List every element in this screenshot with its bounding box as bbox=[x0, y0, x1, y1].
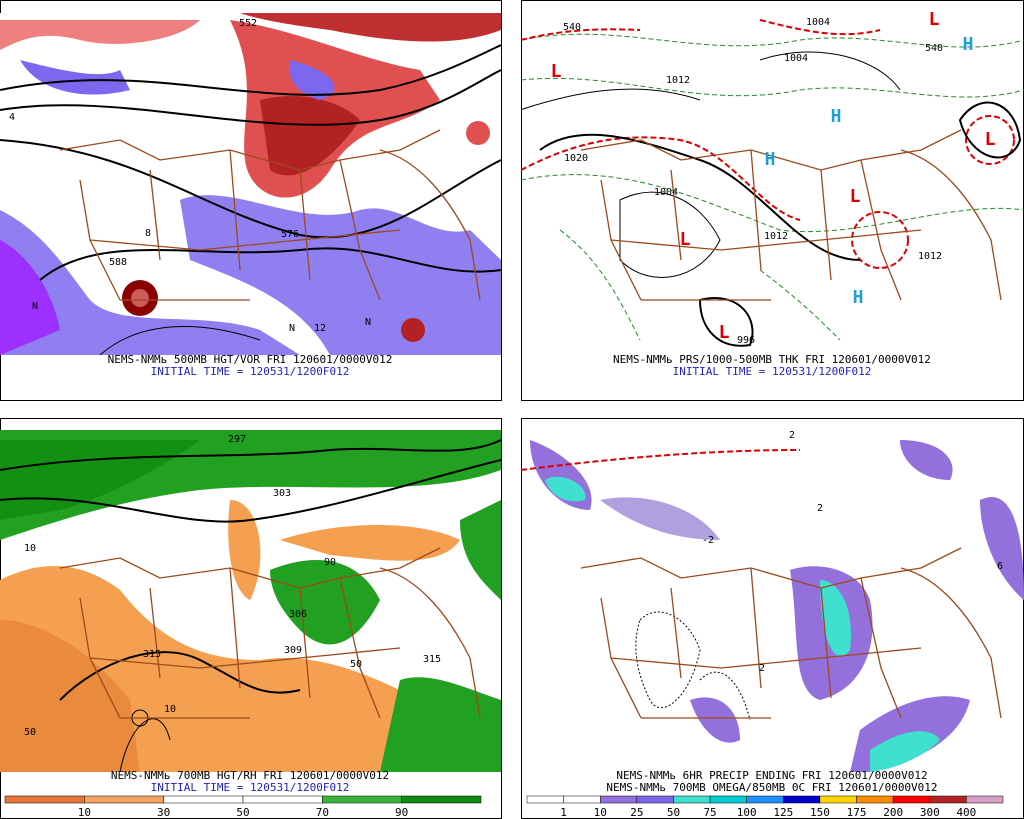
contour-label: 297 bbox=[228, 434, 246, 445]
high-marker: H bbox=[963, 34, 974, 55]
map-precip: 2 2 2 -2 6 NEMS-NMMь 6HR PRECIP ENDING F… bbox=[521, 430, 1024, 819]
high-marker: H bbox=[765, 149, 776, 170]
contour-label: 1004 bbox=[654, 187, 678, 198]
low-marker: L bbox=[680, 229, 691, 250]
map-humidity: 297 303 306 309 315 315 10 10 50 90 50 N… bbox=[0, 430, 501, 819]
color-bar-segment bbox=[4, 795, 85, 804]
map-vorticity: 552 576 588 4 8 12 N N N NEMS-NMMь 500MB… bbox=[0, 13, 501, 378]
color-bar-segment bbox=[673, 795, 711, 804]
color-bar-label: 90 bbox=[395, 806, 408, 819]
caption: NEMS-NMMь 700MB OMEGA/850MB 0C FRI 12060… bbox=[606, 781, 937, 794]
caption: NEMS-NMMь 700MB HGT/RH FRI 120601/0000V0… bbox=[111, 769, 389, 782]
color-bar-segment bbox=[526, 795, 564, 804]
color-bar-label: 100 bbox=[737, 806, 757, 819]
color-bar-segment bbox=[563, 795, 601, 804]
caption: NEMS-NMMь 500MB HGT/VOR FRI 120601/0000V… bbox=[108, 353, 393, 366]
color-bar-segment bbox=[746, 795, 784, 804]
color-bar-label: 70 bbox=[316, 806, 329, 819]
color-bar-segment bbox=[966, 795, 1004, 804]
contour-label: 315 bbox=[423, 654, 441, 665]
color-bar-segment bbox=[163, 795, 244, 804]
color-bar-label: 1 bbox=[560, 806, 567, 819]
contour-label: 588 bbox=[109, 257, 127, 268]
low-marker: L bbox=[551, 61, 562, 82]
initial-time: INITIAL TIME = 120531/1200F012 bbox=[151, 781, 350, 794]
color-bar-label: 125 bbox=[773, 806, 793, 819]
color-bar-segment bbox=[709, 795, 747, 804]
contour-label: 1012 bbox=[918, 251, 942, 262]
contour-label: 50 bbox=[24, 727, 36, 738]
caption: NEMS-NMMь PRS/1000-500MB THK FRI 120601/… bbox=[613, 353, 931, 366]
contour-label: 996 bbox=[737, 335, 755, 346]
contour-label: 303 bbox=[273, 488, 291, 499]
contour-label: 6 bbox=[997, 561, 1003, 572]
color-bar-label: 175 bbox=[847, 806, 867, 819]
contour-label: -2 bbox=[702, 535, 714, 546]
contour-label: 1012 bbox=[666, 75, 690, 86]
contour-label: 1020 bbox=[564, 153, 588, 164]
color-bar-label: 50 bbox=[667, 806, 680, 819]
color-bar-segment bbox=[401, 795, 482, 804]
map-pressure: 540 1004 1004 1012 1020 1004 1012 1012 9… bbox=[521, 9, 1024, 378]
color-bar: 1 10 25 50 75 100 125 150 175 200 300 400 bbox=[526, 795, 1004, 819]
contour-label: 1004 bbox=[784, 53, 808, 64]
color-bar-label: 300 bbox=[920, 806, 940, 819]
contour-label: 1012 bbox=[764, 231, 788, 242]
color-bar-segment bbox=[783, 795, 821, 804]
high-marker: H bbox=[853, 287, 864, 308]
caption: NEMS-NMMь 6HR PRECIP ENDING FRI 120601/0… bbox=[616, 769, 927, 782]
color-bar-segment bbox=[322, 795, 402, 804]
contour-label: 309 bbox=[284, 645, 302, 656]
color-bar: 10 30 50 70 90 bbox=[4, 795, 482, 819]
low-marker: L bbox=[719, 322, 730, 343]
initial-time: INITIAL TIME = 120531/1200F012 bbox=[673, 365, 872, 378]
low-marker: L bbox=[985, 129, 996, 150]
contour-label: 10 bbox=[24, 543, 36, 554]
contour-label: 552 bbox=[239, 18, 257, 29]
high-marker: H bbox=[831, 106, 842, 127]
color-bar-label: 75 bbox=[703, 806, 716, 819]
contour-label: 90 bbox=[324, 557, 336, 568]
contour-label: 576 bbox=[281, 229, 299, 240]
panel-frame bbox=[521, 0, 1024, 401]
contour-label: N bbox=[32, 301, 38, 312]
color-bar-label: 10 bbox=[594, 806, 607, 819]
color-bar-segment bbox=[819, 795, 857, 804]
contour-label: 4 bbox=[9, 112, 15, 123]
color-bar-label: 50 bbox=[236, 806, 249, 819]
initial-time: INITIAL TIME = 120531/1200F012 bbox=[151, 365, 350, 378]
contour-label: 2 bbox=[759, 663, 765, 674]
contour-label: 315 bbox=[143, 649, 161, 660]
color-bar-label: 30 bbox=[157, 806, 170, 819]
color-bar-segment bbox=[892, 795, 931, 804]
color-bar-label: 400 bbox=[956, 806, 976, 819]
color-bar-label: 10 bbox=[78, 806, 91, 819]
low-marker: L bbox=[929, 9, 940, 30]
color-bar-label: 25 bbox=[630, 806, 643, 819]
color-bar-segment bbox=[929, 795, 967, 804]
color-bar-segment bbox=[636, 795, 674, 804]
contour-label: 10 bbox=[164, 704, 176, 715]
contour-label: N bbox=[289, 323, 295, 334]
contour-label: 306 bbox=[289, 609, 307, 620]
contour-label: 540 bbox=[925, 43, 943, 54]
contour-label: 12 bbox=[314, 323, 326, 334]
contour-label: 1004 bbox=[806, 17, 830, 28]
contour-label: 2 bbox=[789, 430, 795, 441]
color-bar-segment bbox=[856, 795, 894, 804]
color-bar-label: 150 bbox=[810, 806, 830, 819]
contour-label: 8 bbox=[145, 228, 151, 239]
contour-label: 540 bbox=[563, 22, 581, 33]
color-bar-segment bbox=[599, 795, 638, 804]
color-bar-segment bbox=[84, 795, 164, 804]
low-marker: L bbox=[850, 186, 861, 207]
color-bar-segment bbox=[242, 795, 323, 804]
contour-label: 2 bbox=[817, 503, 823, 514]
contour-label: N bbox=[365, 317, 371, 328]
color-bar-label: 200 bbox=[883, 806, 903, 819]
contour-label: 50 bbox=[350, 659, 362, 670]
